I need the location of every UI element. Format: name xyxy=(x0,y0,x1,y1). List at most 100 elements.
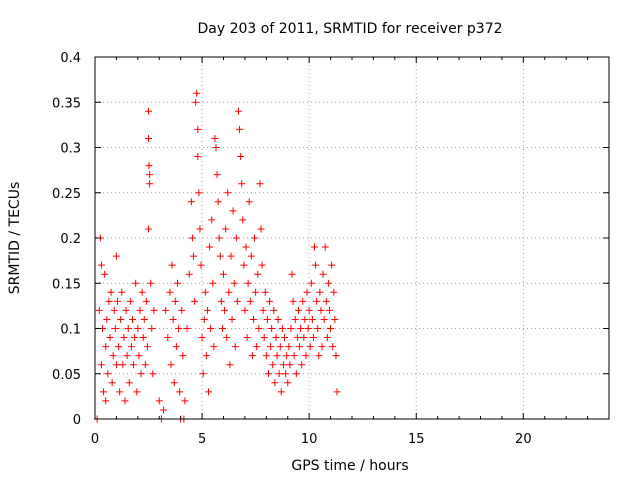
data-point xyxy=(207,325,215,332)
data-point xyxy=(120,334,128,342)
data-point xyxy=(223,334,231,342)
data-point xyxy=(221,306,229,314)
data-point xyxy=(145,134,153,142)
y-tick-label: 0.25 xyxy=(52,187,81,202)
data-point xyxy=(292,370,300,378)
data-point xyxy=(324,279,332,287)
data-point xyxy=(171,297,179,305)
y-tick-label: 0 xyxy=(73,413,81,428)
data-point xyxy=(205,388,213,396)
data-point xyxy=(233,297,241,305)
data-point xyxy=(222,225,230,233)
data-point xyxy=(125,379,133,387)
data-point xyxy=(246,297,254,305)
data-point xyxy=(226,361,234,369)
x-tick-labels: 0 5 10 15 20 xyxy=(91,432,532,447)
data-point xyxy=(234,107,242,115)
data-point xyxy=(297,325,305,332)
data-point xyxy=(187,198,195,206)
data-point xyxy=(269,361,277,369)
data-point xyxy=(271,379,279,387)
data-point xyxy=(196,225,204,233)
data-point xyxy=(173,279,181,287)
y-axis-label: SRMTID / TECUs xyxy=(7,182,23,295)
data-point xyxy=(97,261,105,269)
data-point xyxy=(179,352,187,360)
y-tick-label: 0.15 xyxy=(52,277,81,292)
data-point xyxy=(301,315,309,323)
data-point xyxy=(313,297,321,305)
data-point xyxy=(190,252,198,260)
data-point xyxy=(329,343,337,351)
data-point xyxy=(284,379,292,387)
data-point xyxy=(195,189,203,197)
data-point xyxy=(206,243,214,251)
data-point xyxy=(146,180,154,188)
data-point xyxy=(245,198,253,206)
data-point xyxy=(107,288,115,296)
data-point xyxy=(169,315,177,323)
data-point xyxy=(194,125,202,133)
data-point xyxy=(229,207,237,215)
y-tick-label: 0.35 xyxy=(52,96,81,111)
data-point xyxy=(145,107,153,115)
data-point xyxy=(134,325,142,332)
y-tick-label: 0.2 xyxy=(60,232,81,247)
data-point xyxy=(110,306,118,314)
data-point xyxy=(260,334,268,342)
data-point xyxy=(251,234,259,242)
data-point xyxy=(278,325,286,332)
data-point xyxy=(210,343,218,351)
data-point xyxy=(112,361,120,369)
data-point xyxy=(294,306,302,314)
data-point xyxy=(247,252,255,260)
data-point xyxy=(140,315,148,323)
data-point xyxy=(203,306,211,314)
data-point xyxy=(121,397,129,405)
chart-title: Day 203 of 2011, SRMTID for receiver p37… xyxy=(197,21,502,37)
x-tick-label: 0 xyxy=(91,432,99,447)
x-tick-label: 5 xyxy=(198,432,206,447)
data-point xyxy=(218,325,226,332)
data-point xyxy=(282,370,290,378)
data-point xyxy=(199,370,207,378)
data-point xyxy=(148,325,156,332)
data-point xyxy=(132,279,140,287)
data-point xyxy=(97,361,105,369)
data-point xyxy=(168,261,176,269)
data-point xyxy=(208,216,216,224)
data-point xyxy=(131,334,139,342)
data-point xyxy=(300,334,308,342)
data-point xyxy=(230,279,238,287)
data-point xyxy=(258,261,266,269)
data-point xyxy=(217,297,225,305)
y-tick-label: 0.4 xyxy=(60,51,81,66)
data-point xyxy=(183,325,191,332)
y-tick-label: 0.05 xyxy=(52,368,81,383)
data-point xyxy=(116,388,124,396)
data-point xyxy=(106,334,114,342)
data-point xyxy=(322,297,330,305)
data-point xyxy=(119,361,127,369)
data-point xyxy=(319,270,327,278)
data-point xyxy=(224,189,232,197)
data-point xyxy=(308,315,316,323)
data-point xyxy=(113,297,121,305)
data-point xyxy=(225,288,233,296)
data-point xyxy=(242,243,250,251)
data-point xyxy=(285,343,293,351)
data-point xyxy=(103,315,111,323)
data-point xyxy=(188,234,196,242)
data-point xyxy=(137,370,145,378)
data-point xyxy=(102,397,110,405)
data-point xyxy=(122,306,130,314)
data-point xyxy=(236,125,244,133)
data-point xyxy=(135,352,143,360)
data-point xyxy=(176,388,184,396)
data-point xyxy=(276,343,284,351)
data-point xyxy=(275,370,283,378)
data-point xyxy=(167,361,175,369)
data-point xyxy=(238,180,246,188)
data-point xyxy=(133,388,141,396)
data-point xyxy=(104,370,112,378)
